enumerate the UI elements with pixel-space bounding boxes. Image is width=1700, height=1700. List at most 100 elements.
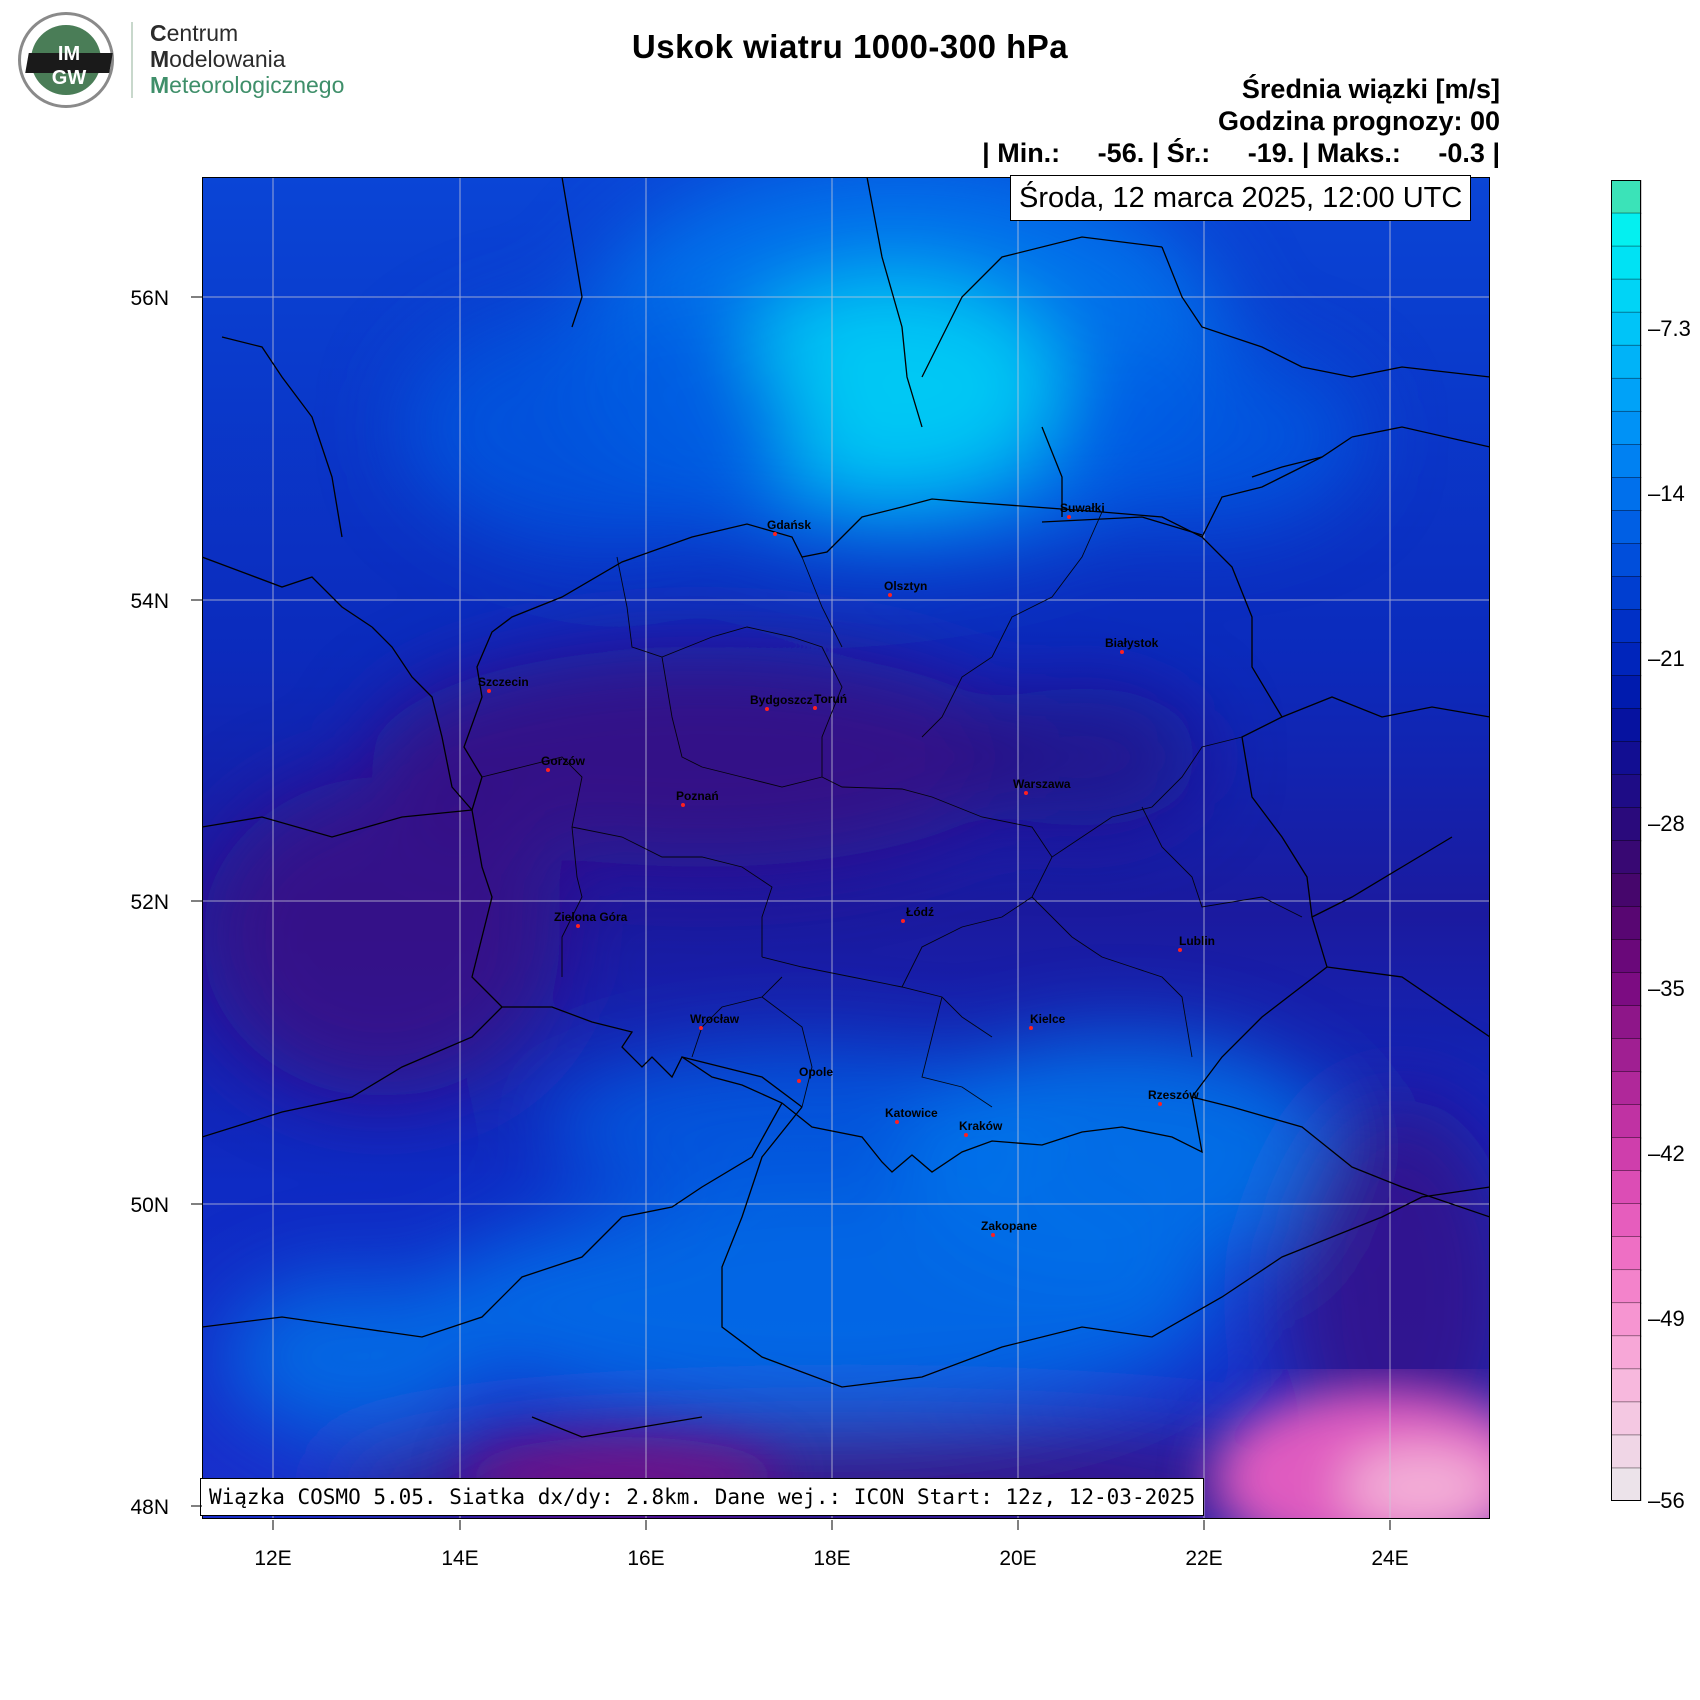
colorbar	[1611, 180, 1642, 1501]
colorbar-segment	[1611, 675, 1642, 710]
colorbar-segment	[1611, 1302, 1642, 1337]
colorbar-segment	[1611, 1401, 1642, 1436]
svg-text:Opole: Opole	[799, 1065, 833, 1079]
svg-text:Olsztyn: Olsztyn	[884, 579, 927, 593]
lat-label-50n: 50N	[130, 1194, 169, 1217]
city-rzeszow: Rzeszów	[1148, 1088, 1199, 1106]
lon-label-16e: 16E	[627, 1547, 664, 1570]
svg-text:Suwałki: Suwałki	[1060, 501, 1105, 515]
valid-time-box: Środa, 12 marca 2025, 12:00 UTC	[1010, 175, 1472, 221]
wind-shear-map: Gdańsk Suwałki Olsztyn Białystok Szczeci…	[202, 177, 1490, 1519]
colorbar-segment	[1611, 609, 1642, 644]
svg-text:Zielona Góra: Zielona Góra	[554, 910, 628, 924]
logo-wordmark: Centrum Modelowania Meteorologicznego	[150, 20, 345, 98]
colorbar-segment	[1611, 576, 1642, 611]
lon-label-18e: 18E	[813, 1547, 850, 1570]
city-bialystok: Białystok	[1105, 636, 1159, 654]
city-zakopane: Zakopane	[981, 1219, 1037, 1237]
lon-label-12e: 12E	[254, 1547, 291, 1570]
colorbar-label: –7.3	[1648, 315, 1691, 341]
colorbar-segment	[1611, 840, 1642, 875]
svg-text:Kraków: Kraków	[959, 1119, 1003, 1133]
colorbar-label: –49	[1648, 1306, 1685, 1332]
colorbar-segment	[1611, 245, 1642, 280]
colorbar-segment	[1611, 1269, 1642, 1304]
svg-text:Warszawa: Warszawa	[1013, 777, 1071, 791]
colorbar-segment	[1611, 708, 1642, 743]
colorbar-label: –42	[1648, 1141, 1685, 1167]
colorbar-segment	[1611, 1071, 1642, 1106]
city-suwalki: Suwałki	[1060, 501, 1105, 519]
country-borders	[202, 177, 1490, 1438]
city-opole: Opole	[797, 1065, 833, 1083]
svg-text:Katowice: Katowice	[885, 1106, 938, 1120]
colorbar-segment	[1611, 1236, 1642, 1271]
colorbar-segment	[1611, 543, 1642, 578]
colorbar-label: –21	[1648, 645, 1685, 671]
svg-text:Toruń: Toruń	[814, 692, 847, 706]
colorbar-segment	[1611, 510, 1642, 545]
svg-text:Białystok: Białystok	[1105, 636, 1159, 650]
map-title: Uskok wiatru 1000-300 hPa	[631, 28, 1069, 65]
city-katowice: Katowice	[885, 1106, 938, 1124]
colorbar-segment	[1611, 180, 1642, 214]
region-borders	[481, 511, 1303, 1108]
lon-label-20e: 20E	[999, 1547, 1036, 1570]
colorbar-segment	[1611, 410, 1642, 445]
lat-label-56n: 56N	[130, 287, 169, 310]
colorbar-segment	[1611, 477, 1642, 512]
colorbar-segment	[1611, 377, 1642, 412]
city-markers: Gdańsk Suwałki Olsztyn Białystok Szczeci…	[478, 501, 1215, 1237]
colorbar-label: –14	[1648, 480, 1685, 506]
city-gdansk: Gdańsk	[767, 518, 811, 536]
city-warszawa: Warszawa	[1013, 777, 1071, 795]
lat-label-48n: 48N	[130, 1496, 169, 1519]
city-poznan: Poznań	[676, 789, 719, 807]
svg-text:Gdańsk: Gdańsk	[767, 518, 811, 532]
colorbar-label: –35	[1648, 976, 1685, 1002]
emblem-letters-bottom: GW	[51, 67, 87, 89]
colorbar-segment	[1611, 278, 1642, 313]
stats-line: | Min.: -56. | Śr.: -19. | Maks.: -0.3 |	[982, 138, 1500, 168]
colorbar-segment	[1611, 1005, 1642, 1040]
svg-text:Bydgoszcz: Bydgoszcz	[750, 693, 813, 707]
colorbar-segment	[1611, 1170, 1642, 1205]
imgw-emblem: IM GW	[18, 12, 114, 108]
colorbar-segment	[1611, 1203, 1642, 1238]
city-kielce: Kielce	[1029, 1012, 1066, 1030]
city-gorzow: Gorzów	[541, 754, 586, 772]
svg-text:Wrocław: Wrocław	[690, 1012, 740, 1026]
emblem-letters-top: IM	[57, 43, 81, 65]
city-krakow: Kraków	[959, 1119, 1003, 1137]
graticule	[202, 177, 1490, 1519]
colorbar-label: –28	[1648, 810, 1685, 836]
imgw-logo: IM GW Centrum Modelowania Meteorologiczn…	[12, 10, 382, 110]
colorbar-segment	[1611, 741, 1642, 776]
colorbar-segment	[1611, 1434, 1642, 1469]
colorbar-segment	[1611, 1137, 1642, 1172]
forecast-hour: Godzina prognozy: 00	[1217, 106, 1500, 136]
lat-label-54n: 54N	[130, 590, 169, 613]
units-label: Średnia wiązki [m/s]	[1241, 74, 1500, 104]
colorbar-segment	[1611, 344, 1642, 379]
svg-text:Łódź: Łódź	[906, 905, 934, 919]
lon-label-22e: 22E	[1185, 1547, 1222, 1570]
colorbar-segment	[1611, 1335, 1642, 1370]
svg-text:Kielce: Kielce	[1030, 1012, 1066, 1026]
model-info-box: Wiązka COSMO 5.05. Siatka dx/dy: 2.8km. …	[200, 1478, 1205, 1516]
colorbar-segment	[1611, 807, 1642, 842]
colorbar-segment	[1611, 774, 1642, 809]
colorbar-segment	[1611, 212, 1642, 247]
city-wroclaw: Wrocław	[690, 1012, 740, 1030]
city-bydgoszcz: Bydgoszcz	[750, 693, 813, 711]
lat-label-52n: 52N	[130, 891, 169, 914]
colorbar-segment	[1611, 873, 1642, 908]
svg-text:Szczecin: Szczecin	[478, 675, 529, 689]
colorbar-segment	[1611, 1467, 1642, 1501]
colorbar-segment	[1611, 906, 1642, 941]
lon-label-14e: 14E	[441, 1547, 478, 1570]
colorbar-segment	[1611, 939, 1642, 974]
city-lodz: Łódź	[901, 905, 934, 923]
colorbar-segment	[1611, 311, 1642, 346]
